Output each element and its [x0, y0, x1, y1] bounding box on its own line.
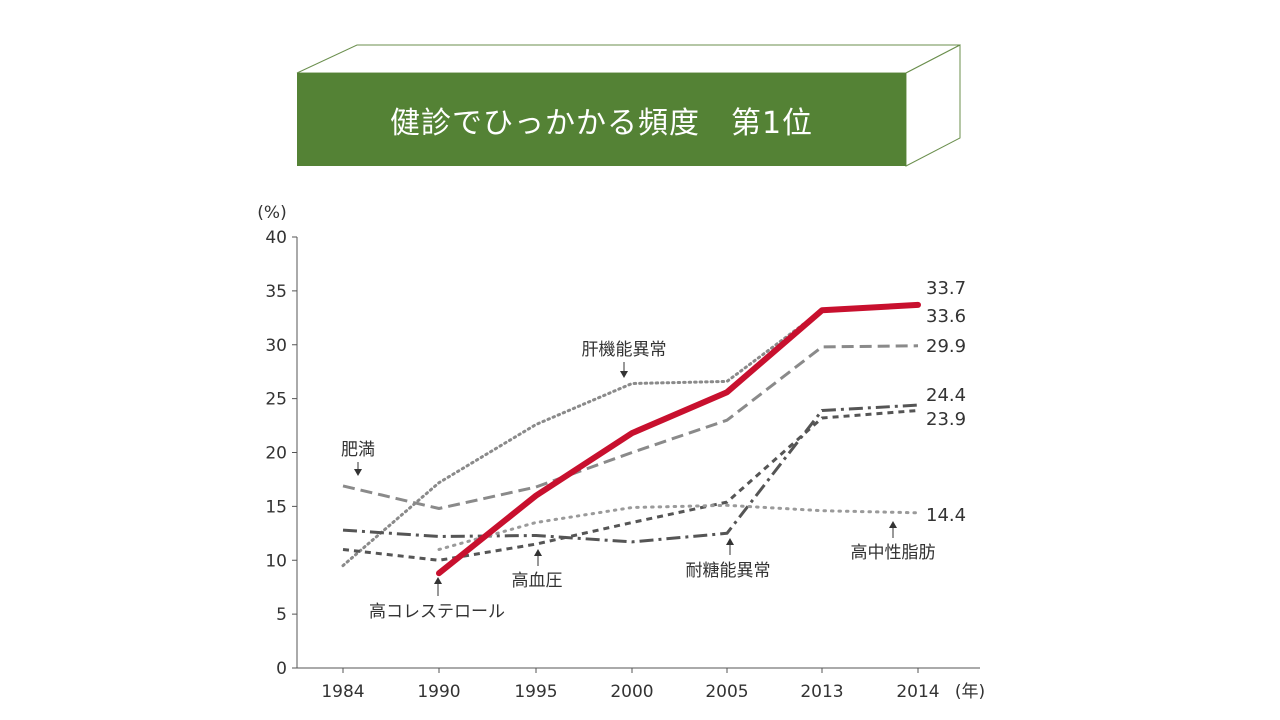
x-tick-label: 1990	[417, 682, 460, 702]
page-title: 健診でひっかかる頻度 第1位	[389, 105, 814, 141]
y-tick-label: 20	[265, 444, 287, 464]
y-tick-label: 25	[265, 390, 287, 410]
series-line-2	[342, 344, 919, 510]
y-tick-label: 15	[265, 497, 287, 517]
y-axis-ticks: 0 5 10 15 20 25 30 35 40	[265, 228, 297, 679]
x-axis-unit: (年)	[955, 682, 985, 702]
x-tick-label: 2013	[800, 682, 843, 702]
series-group	[341, 301, 921, 577]
annotation-bp: 高血圧	[512, 549, 563, 591]
annotation-obesity: 肥満	[341, 440, 375, 476]
x-tick-label: 2000	[610, 682, 653, 702]
series-label-cholesterol: 高コレステロール	[369, 602, 505, 622]
series-line-1	[436, 301, 921, 577]
end-value-label: 23.9	[926, 409, 966, 430]
y-tick-label: 0	[276, 659, 287, 679]
y-axis-unit: (%)	[257, 203, 286, 223]
x-axis-ticks: 1984 1990 1995 2000 2005 2013 2014	[321, 668, 940, 702]
y-tick-label: 40	[265, 228, 287, 248]
y-tick-label: 5	[276, 605, 287, 625]
series-label-liver: 肝機能異常	[582, 340, 667, 360]
series-label-glucose: 耐糖能異常	[686, 561, 771, 581]
end-value-label: 33.7	[926, 278, 966, 299]
series-label-bp: 高血圧	[512, 571, 563, 591]
series-line-5	[437, 503, 920, 551]
annotation-liver: 肝機能異常	[582, 340, 667, 378]
annotation-cholesterol: 高コレステロール	[369, 577, 505, 622]
x-tick-label: 1995	[514, 682, 557, 702]
y-tick-label: 35	[265, 282, 287, 302]
end-value-label: 33.6	[926, 306, 966, 327]
y-tick-label: 30	[265, 336, 287, 356]
banner-front-face	[297, 73, 906, 166]
series-label-obesity: 肥満	[341, 440, 375, 460]
y-tick-label: 10	[265, 551, 287, 571]
annotation-glucose: 耐糖能異常	[686, 538, 771, 581]
x-tick-label: 1984	[321, 682, 364, 702]
end-value-label: 24.4	[926, 385, 966, 406]
x-tick-label: 2014	[896, 682, 939, 702]
series-label-triglyceride: 高中性脂肪	[851, 543, 936, 563]
title-banner	[296, 44, 961, 167]
end-value-labels: 33.7 33.6 29.9 24.4 23.9 14.4	[926, 278, 966, 526]
series-line-4	[342, 409, 919, 562]
annotation-triglyceride: 高中性脂肪	[851, 521, 936, 563]
end-value-label: 14.4	[926, 505, 966, 526]
end-value-label: 29.9	[926, 336, 966, 357]
x-tick-label: 2005	[705, 682, 748, 702]
series-line-3	[342, 403, 919, 544]
